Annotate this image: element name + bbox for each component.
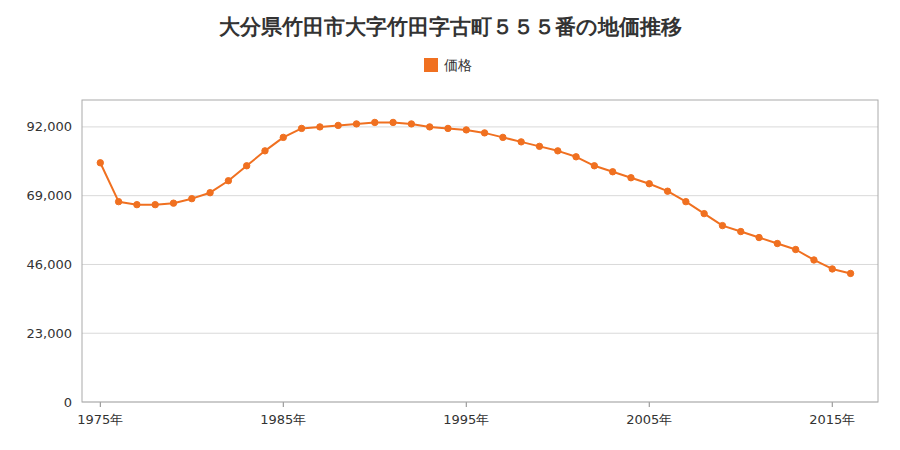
x-tick — [649, 402, 650, 407]
point — [701, 210, 707, 216]
point — [536, 143, 542, 149]
legend-label: 価格 — [444, 57, 472, 73]
point — [390, 119, 396, 125]
point — [555, 148, 561, 154]
point — [463, 127, 469, 133]
grid-line — [82, 333, 878, 334]
x-tick — [832, 402, 833, 407]
point — [518, 139, 524, 145]
point — [189, 195, 195, 201]
point — [152, 201, 158, 207]
point — [225, 178, 231, 184]
point — [408, 121, 414, 127]
title: 大分県竹田市大字竹田字古町５５５番の地価推移 — [219, 15, 682, 39]
point — [756, 234, 762, 240]
point — [573, 154, 579, 160]
point — [335, 122, 341, 128]
y-tick-label: 0 — [64, 395, 72, 410]
line — [100, 122, 850, 273]
point — [207, 189, 213, 195]
x-tick-label: 2015年 — [809, 412, 855, 427]
x-tick-label: 2005年 — [626, 412, 672, 427]
x-tick-label: 1995年 — [443, 412, 489, 427]
point — [262, 148, 268, 154]
point — [298, 125, 304, 131]
point — [738, 228, 744, 234]
point — [170, 200, 176, 206]
point — [774, 240, 780, 246]
plot-frame — [82, 100, 878, 402]
point — [372, 119, 378, 125]
point — [317, 124, 323, 130]
point — [683, 198, 689, 204]
point — [628, 175, 634, 181]
x-tick-label: 1975年 — [77, 412, 123, 427]
x-tick — [466, 402, 467, 407]
point — [280, 134, 286, 140]
point — [134, 201, 140, 207]
axes: 0 23,000 46,000 69,000 92,000 1975年 1985年 1995年… — [27, 100, 879, 427]
x-tick — [283, 402, 284, 407]
y-tick-label: 92,000 — [27, 119, 73, 134]
point — [353, 121, 359, 127]
point — [792, 246, 798, 252]
point — [847, 270, 853, 276]
point — [591, 163, 597, 169]
point — [500, 134, 506, 140]
y-tick-label: 46,000 — [27, 257, 73, 272]
y-tick-label: 69,000 — [27, 188, 73, 203]
point — [646, 181, 652, 187]
chart: 大分県竹田市大字竹田字古町５５５番の地価推移 0 23,000 46,000 69,00… — [0, 0, 900, 450]
point — [719, 222, 725, 228]
x-tick — [100, 402, 101, 407]
grid-line — [82, 264, 878, 265]
legend: 価格 — [424, 57, 472, 73]
point — [97, 160, 103, 166]
point — [115, 198, 121, 204]
point — [445, 125, 451, 131]
grid-line — [82, 126, 878, 127]
background — [0, 0, 900, 450]
point — [426, 124, 432, 130]
legend-swatch — [424, 58, 438, 72]
point — [664, 188, 670, 194]
y-tick-label: 23,000 — [27, 326, 73, 341]
point — [811, 257, 817, 263]
point — [481, 130, 487, 136]
point — [243, 163, 249, 169]
point — [829, 266, 835, 272]
point — [609, 169, 615, 175]
x-tick-label: 1985年 — [260, 412, 306, 427]
plot-data — [97, 119, 854, 276]
